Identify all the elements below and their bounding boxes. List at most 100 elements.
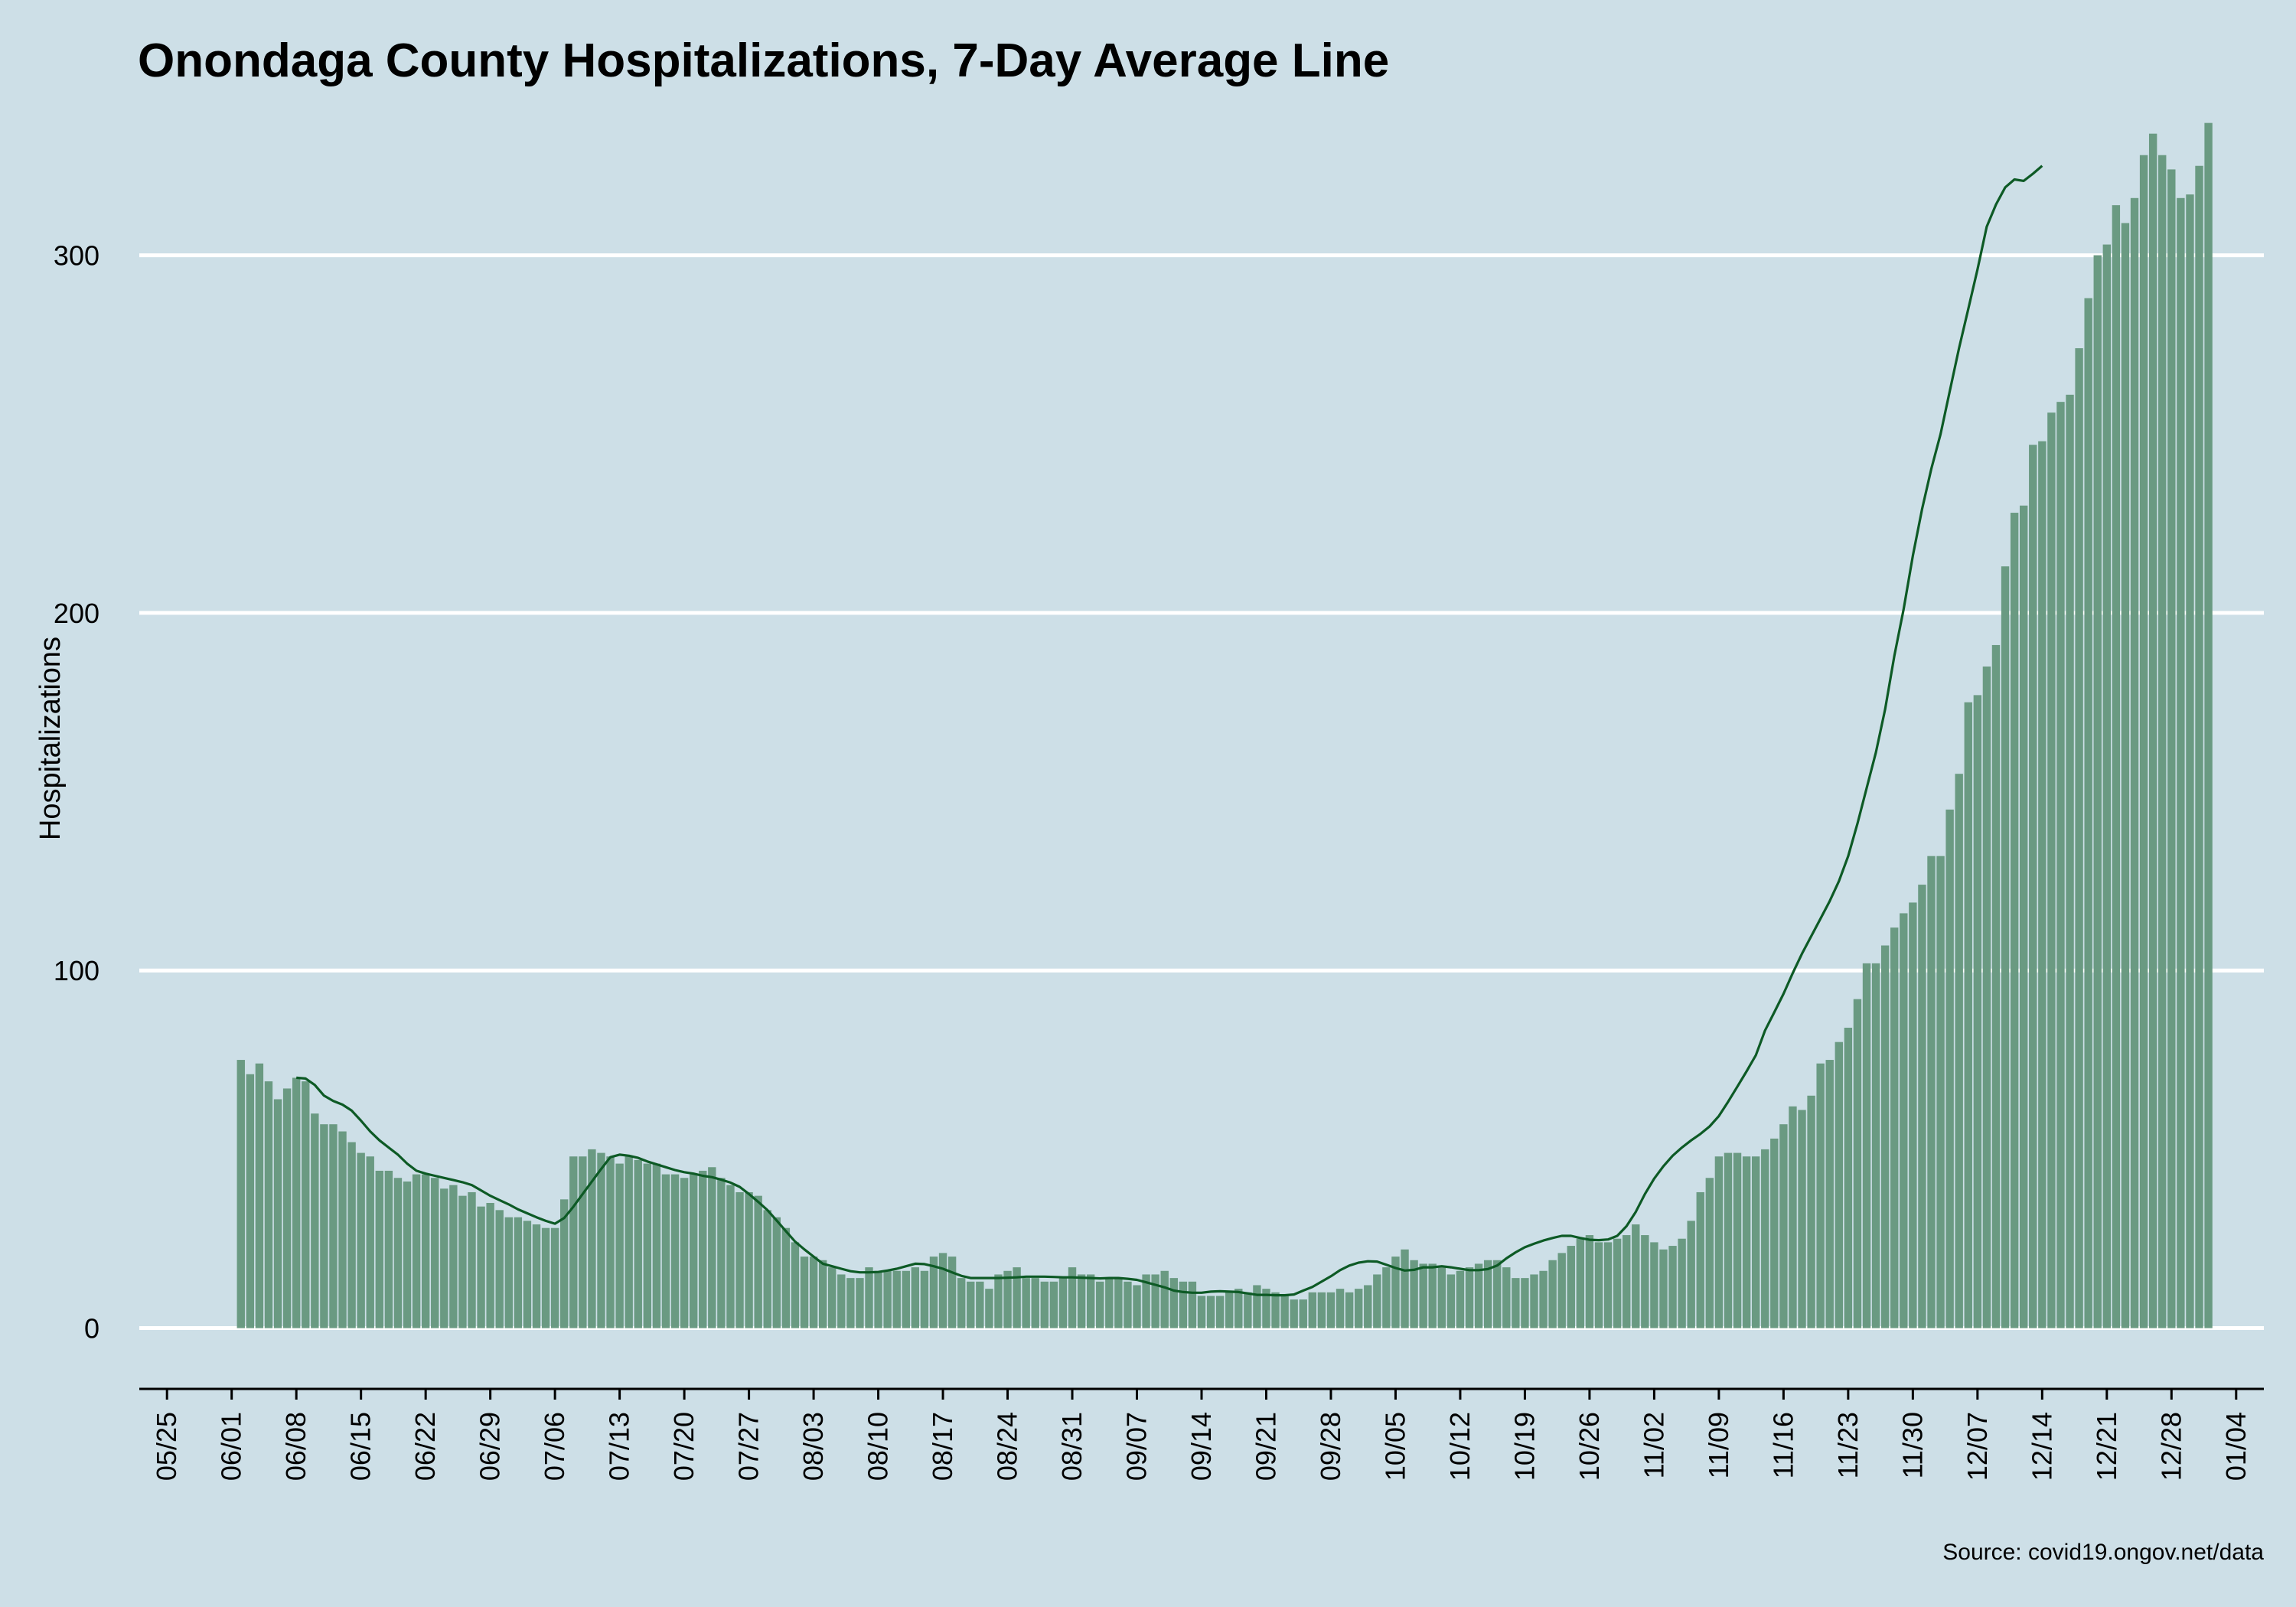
- bar: [1632, 1224, 1640, 1328]
- bar: [947, 1257, 957, 1328]
- bar: [1105, 1278, 1114, 1328]
- bar: [486, 1202, 494, 1328]
- bar: [1124, 1281, 1132, 1328]
- bar: [384, 1170, 393, 1328]
- x-tick-label: 11/30: [1896, 1412, 1928, 1478]
- bar: [1557, 1253, 1566, 1328]
- bar: [1659, 1249, 1668, 1328]
- bar: [375, 1170, 383, 1328]
- bar: [1909, 902, 1917, 1328]
- x-tick-label: 11/09: [1703, 1412, 1734, 1478]
- bar: [311, 1113, 319, 1328]
- x-tick-label: 07/20: [668, 1412, 700, 1481]
- bar: [652, 1163, 661, 1328]
- bar: [1623, 1235, 1631, 1328]
- bar: [1687, 1221, 1695, 1328]
- x-tick-label: 05/25: [151, 1412, 182, 1481]
- bar: [818, 1260, 827, 1328]
- bar: [1437, 1267, 1446, 1328]
- bar: [2093, 255, 2102, 1328]
- bar: [597, 1152, 605, 1328]
- x-tick-label: 10/12: [1444, 1412, 1476, 1481]
- bar: [1567, 1246, 1575, 1328]
- bar: [1927, 856, 1936, 1328]
- bar: [1890, 927, 1899, 1328]
- bar: [1483, 1260, 1492, 1328]
- bar: [1114, 1278, 1123, 1328]
- bar: [699, 1170, 707, 1328]
- bar: [1751, 1156, 1760, 1328]
- bar: [1049, 1281, 1058, 1328]
- bar: [1585, 1235, 1594, 1328]
- bar: [1474, 1263, 1483, 1328]
- bar: [1215, 1296, 1225, 1328]
- bar: [680, 1178, 689, 1328]
- y-tick-label: 300: [54, 240, 99, 272]
- bar: [929, 1257, 938, 1328]
- bar: [403, 1181, 412, 1328]
- bar: [865, 1267, 873, 1328]
- bar: [1446, 1274, 1456, 1328]
- bar: [1428, 1263, 1437, 1328]
- bar: [255, 1063, 264, 1328]
- bar: [1225, 1292, 1234, 1328]
- x-tick-label: 12/28: [2155, 1412, 2187, 1481]
- x-tick-label: 11/02: [1638, 1412, 1669, 1478]
- bar: [2001, 566, 2010, 1328]
- bar: [1918, 885, 1926, 1328]
- bar: [282, 1088, 292, 1328]
- bar: [1742, 1156, 1751, 1328]
- bar: [421, 1174, 430, 1328]
- bar: [874, 1270, 882, 1328]
- bar: [976, 1281, 984, 1328]
- bar: [2177, 197, 2185, 1328]
- bar: [1410, 1260, 1418, 1328]
- bar: [856, 1278, 864, 1328]
- bar: [412, 1174, 421, 1328]
- bar: [1290, 1299, 1298, 1328]
- bar: [2038, 441, 2047, 1328]
- bar: [532, 1224, 541, 1328]
- x-tick-label: 01/04: [2220, 1412, 2252, 1481]
- bar: [1068, 1267, 1077, 1328]
- bar: [320, 1124, 328, 1328]
- bar: [1364, 1285, 1372, 1328]
- bar: [302, 1081, 310, 1328]
- bar: [1391, 1257, 1400, 1328]
- bar: [1964, 702, 1972, 1328]
- bar: [1982, 666, 1991, 1328]
- bar: [1853, 999, 1862, 1328]
- bar: [2020, 505, 2028, 1328]
- bar: [994, 1274, 1003, 1328]
- bar: [717, 1178, 726, 1328]
- bar: [1262, 1289, 1270, 1328]
- bar: [892, 1270, 901, 1328]
- bar: [1096, 1281, 1104, 1328]
- bar: [440, 1188, 448, 1328]
- bar: [579, 1156, 587, 1328]
- bar: [504, 1217, 513, 1328]
- bar: [781, 1227, 791, 1328]
- bar: [2029, 445, 2037, 1328]
- bar: [1779, 1124, 1788, 1328]
- bar: [1576, 1238, 1585, 1328]
- bar: [670, 1174, 680, 1328]
- bar: [2148, 133, 2157, 1328]
- bar: [2195, 165, 2203, 1328]
- bar: [569, 1156, 578, 1328]
- bar: [2121, 223, 2130, 1328]
- y-axis: 0 100 200 300: [54, 240, 99, 1345]
- bar: [1354, 1289, 1363, 1328]
- bar: [1206, 1296, 1215, 1328]
- bar: [2167, 169, 2176, 1328]
- bar: [846, 1278, 855, 1328]
- bar: [726, 1185, 735, 1328]
- bar: [468, 1191, 476, 1328]
- bar: [523, 1221, 532, 1328]
- bar: [1594, 1242, 1603, 1328]
- bar: [957, 1278, 966, 1328]
- bar: [1013, 1267, 1021, 1328]
- bar: [449, 1185, 458, 1328]
- bar: [1825, 1060, 1834, 1328]
- bar: [273, 1099, 282, 1328]
